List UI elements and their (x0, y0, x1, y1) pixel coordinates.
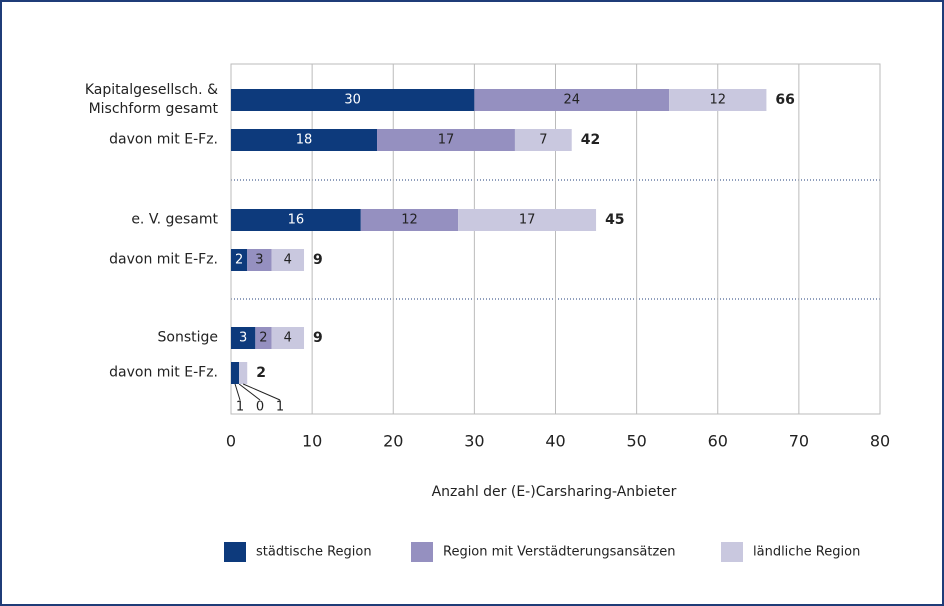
bar-segment (255, 327, 272, 349)
value-label: 18 (296, 133, 313, 148)
leader-line (242, 383, 281, 401)
category-label: davon mit E-Fz. (109, 364, 218, 381)
value-label: 4 (284, 253, 292, 268)
bar-segment (271, 327, 305, 349)
value-label: 17 (438, 133, 455, 148)
leader-line (234, 383, 241, 401)
value-label: 4 (284, 331, 292, 346)
x-axis-title: Anzahl der (E-)Carsharing-Anbieter (432, 484, 677, 500)
x-tick-label: 30 (464, 432, 484, 451)
value-label: 12 (401, 213, 418, 228)
legend-swatch (721, 542, 743, 562)
value-label: 30 (344, 93, 361, 108)
category-label: Kapitalgesellsch. & Mischform gesamt (84, 82, 218, 117)
value-label: 17 (519, 213, 536, 228)
x-tick-label: 60 (708, 432, 728, 451)
bar-segment (231, 249, 248, 271)
total-label: 45 (605, 212, 624, 228)
x-tick-label: 50 (626, 432, 646, 451)
x-tick-label: 20 (383, 432, 403, 451)
category-label: Sonstige (157, 329, 219, 346)
value-label: 3 (239, 331, 247, 346)
bar-segment (474, 89, 670, 111)
value-label: 12 (709, 93, 726, 108)
value-label: 16 (288, 213, 305, 228)
bar-segment (231, 129, 378, 151)
bar-segment (458, 209, 597, 231)
x-tick-label: 0 (226, 432, 236, 451)
category-label: davon mit E-Fz. (109, 131, 218, 148)
bar-segment (231, 362, 240, 384)
x-tick-label: 10 (302, 432, 322, 451)
bar-segment (360, 209, 459, 231)
x-tick-label: 40 (545, 432, 565, 451)
legend-label: Region mit Verstädterungsansätzen (443, 545, 676, 560)
leader-line (238, 383, 261, 401)
value-label: 2 (259, 331, 267, 346)
value-label: 2 (235, 253, 243, 268)
value-label: 3 (255, 253, 263, 268)
value-label: 1 (236, 400, 244, 415)
category-label: davon mit E-Fz. (109, 251, 218, 268)
total-label: 2 (256, 365, 266, 381)
x-tick-label: 80 (870, 432, 890, 451)
legend-swatch (411, 542, 433, 562)
category-label: e. V. gesamt (131, 211, 218, 228)
bar-segment (247, 249, 272, 271)
total-label: 9 (313, 252, 323, 268)
legend-label: ländliche Region (753, 545, 860, 560)
total-label: 42 (581, 132, 600, 148)
bar-segment (231, 209, 361, 231)
total-label: 9 (313, 330, 323, 346)
legend-label: städtische Region (256, 545, 372, 560)
value-label: 24 (563, 93, 580, 108)
bar-segment (239, 362, 248, 384)
bar-segment (231, 327, 256, 349)
value-label: 1 (276, 400, 284, 415)
legend-swatch (224, 542, 246, 562)
bar-segment (514, 129, 572, 151)
bar-segment (271, 249, 305, 271)
total-label: 66 (775, 92, 794, 108)
bar-segment (377, 129, 515, 151)
x-tick-label: 70 (789, 432, 809, 451)
value-label: 7 (539, 133, 547, 148)
bar-segment (231, 89, 475, 111)
value-label: 0 (256, 400, 264, 415)
bar-segment (669, 89, 767, 111)
